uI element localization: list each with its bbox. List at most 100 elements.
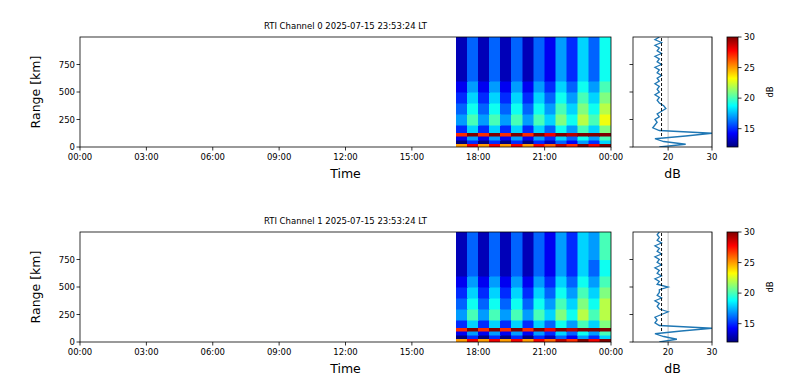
cell	[545, 37, 556, 65]
cell	[523, 260, 534, 277]
cell	[589, 331, 600, 335]
cell	[467, 232, 478, 260]
cell	[589, 133, 600, 136]
cell	[545, 331, 556, 335]
x-tick	[712, 147, 713, 151]
colorbar-tick	[738, 323, 742, 324]
cell	[600, 335, 611, 338]
cell	[500, 260, 511, 277]
x-label: dB	[664, 361, 681, 376]
cell	[567, 287, 578, 298]
cell	[511, 37, 522, 65]
cell	[589, 37, 600, 65]
cell	[600, 37, 611, 65]
cell	[578, 320, 589, 328]
cell	[567, 65, 578, 82]
cell	[545, 328, 556, 331]
profile-panel: 2030dB	[630, 37, 718, 181]
cell	[567, 144, 578, 147]
cell	[534, 144, 545, 147]
cell	[500, 276, 511, 287]
x-tick-label: 06:00	[201, 347, 226, 357]
cell	[534, 309, 545, 320]
cell	[534, 298, 545, 309]
cell	[467, 81, 478, 92]
cell	[523, 114, 534, 125]
y-tick	[77, 64, 81, 65]
cell	[456, 331, 467, 335]
profile-lines	[655, 232, 712, 342]
cell	[456, 232, 467, 260]
y-tick	[630, 147, 634, 148]
cell	[556, 144, 567, 147]
cell	[534, 320, 545, 328]
cell	[511, 309, 522, 320]
cell	[567, 37, 578, 65]
cell	[489, 125, 500, 133]
cell	[567, 125, 578, 133]
cell	[511, 276, 522, 287]
cell	[511, 232, 522, 260]
colorbar-tick	[738, 232, 742, 233]
cell	[511, 103, 522, 114]
cell	[523, 276, 534, 287]
x-tick-label: 30	[707, 152, 718, 162]
x-tick-label: 09:00	[267, 152, 292, 162]
cell	[567, 103, 578, 114]
cell	[545, 276, 556, 287]
colorbar-tick-label: 20	[744, 288, 755, 298]
cell	[545, 133, 556, 136]
cell	[534, 81, 545, 92]
y-tick	[630, 342, 634, 343]
x-tick-label: 09:00	[267, 347, 292, 357]
y-tick-label: 0	[70, 337, 75, 347]
y-tick	[77, 147, 81, 148]
cell	[589, 92, 600, 103]
cell	[556, 260, 567, 277]
cell	[523, 232, 534, 260]
y-tick	[77, 119, 81, 120]
x-tick	[411, 342, 412, 346]
cell	[600, 103, 611, 114]
cell	[534, 65, 545, 82]
y-tick	[77, 92, 81, 93]
cell	[589, 81, 600, 92]
cell	[456, 144, 467, 147]
cell	[467, 331, 478, 335]
x-tick	[411, 147, 412, 151]
cell	[489, 103, 500, 114]
cell	[489, 339, 500, 342]
cell	[578, 125, 589, 133]
cell	[478, 287, 489, 298]
profile-line	[661, 232, 662, 331]
cell	[534, 125, 545, 133]
cell	[567, 331, 578, 335]
cell	[478, 37, 489, 65]
cell	[567, 335, 578, 338]
cell	[456, 339, 467, 342]
cell	[489, 287, 500, 298]
cell	[545, 335, 556, 338]
cell	[556, 133, 567, 136]
cell	[511, 260, 522, 277]
figure: 00:0003:0006:0009:0012:0015:0018:0021:00…	[0, 0, 800, 380]
cell	[523, 81, 534, 92]
cell	[523, 287, 534, 298]
cell	[556, 114, 567, 125]
cell	[600, 140, 611, 143]
cell	[467, 103, 478, 114]
cell	[467, 65, 478, 82]
cell	[500, 114, 511, 125]
cell	[456, 114, 467, 125]
cell	[467, 287, 478, 298]
cell	[567, 81, 578, 92]
cell	[556, 276, 567, 287]
cell	[456, 298, 467, 309]
cell	[478, 133, 489, 136]
x-label: Time	[329, 166, 361, 181]
cell	[456, 328, 467, 331]
cell	[456, 287, 467, 298]
x-tick-label: 30	[707, 347, 718, 357]
cell	[556, 81, 567, 92]
x-tick-label: 15:00	[400, 347, 425, 357]
